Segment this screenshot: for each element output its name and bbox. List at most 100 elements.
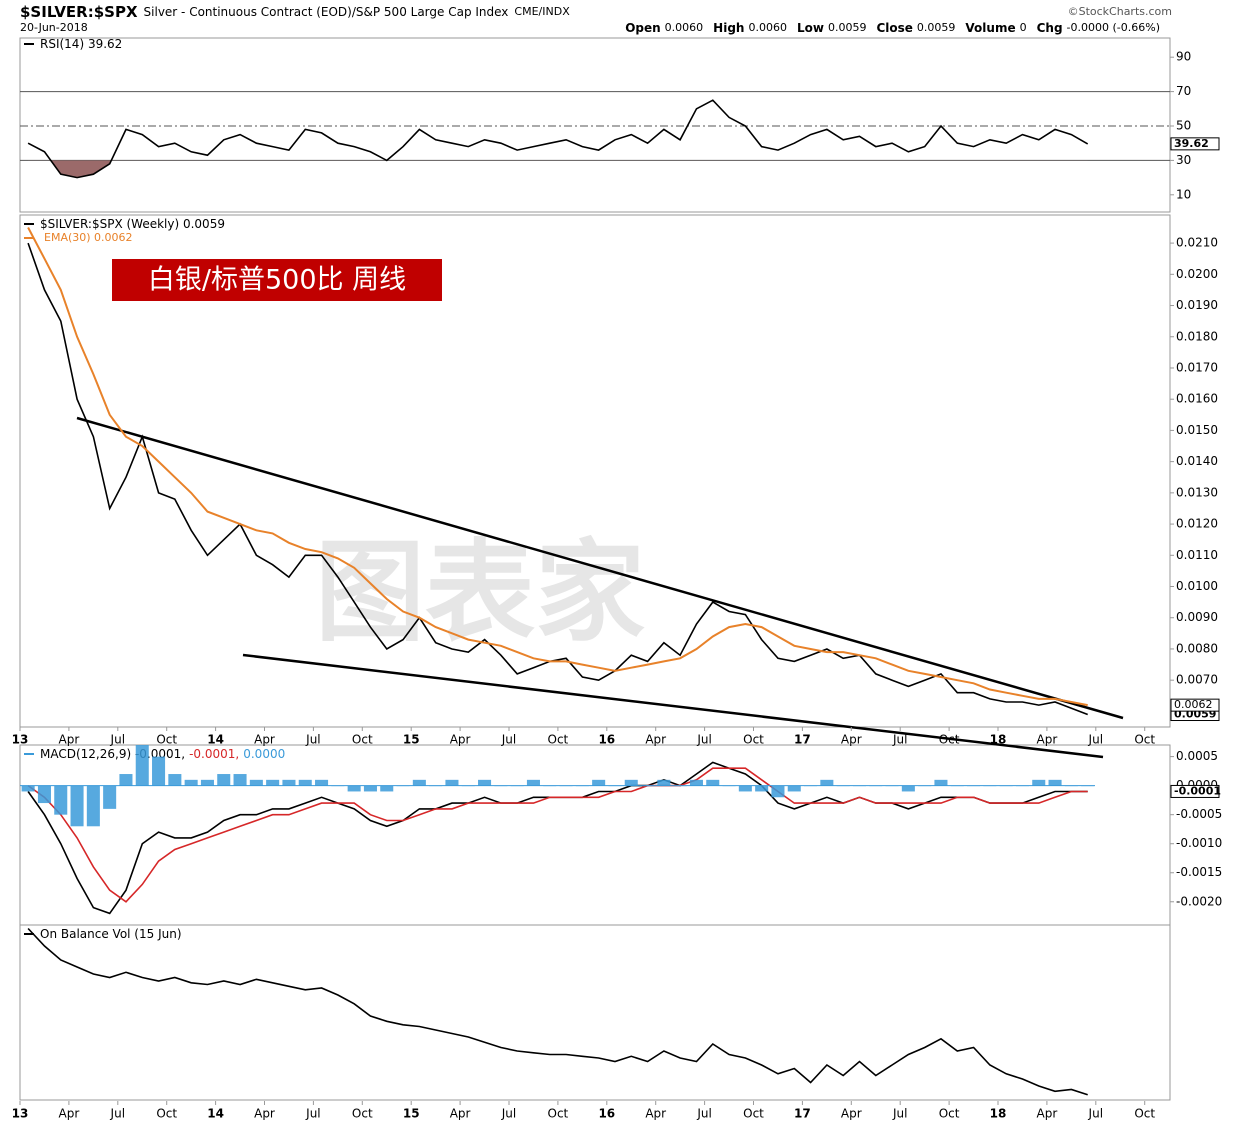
x-tick-label: Apr [59, 733, 80, 747]
quote-label: Open [625, 21, 660, 35]
x-tick-label: 14 [207, 1107, 224, 1121]
series-line [27, 227, 1088, 707]
y-tick-label: 10 [1176, 187, 1191, 201]
y-tick-label: -0.0020 [1176, 894, 1222, 908]
histogram-bar [103, 785, 117, 809]
x-tick-label: Oct [939, 733, 960, 747]
x-tick-label: Oct [548, 1107, 569, 1121]
y-tick-label: 0.0120 [1176, 517, 1218, 531]
x-tick-label: Apr [841, 1107, 862, 1121]
legend: MACD(12,26,9) -0.0001, -0.0001, 0.0000 [40, 747, 285, 761]
x-tick-label: Apr [841, 733, 862, 747]
histogram-bar [412, 779, 426, 786]
legend: $SILVER:$SPX (Weekly) 0.0059 EMA(30) 0.00… [40, 217, 225, 245]
date: 20-Jun-2018 [20, 21, 88, 34]
y-tick-label: 0.0080 [1176, 641, 1218, 655]
price-frame [19, 214, 1171, 728]
histogram-bar [168, 774, 182, 786]
histogram-bar [70, 785, 84, 827]
histogram-bar [706, 779, 720, 786]
value-tag-box [1170, 698, 1220, 712]
x-tick-label: Jul [1088, 733, 1103, 747]
trend-line-lower [242, 653, 1104, 759]
quote-label: Close [876, 21, 912, 35]
histogram-bar [624, 779, 638, 786]
quote-label: Low [797, 21, 824, 35]
histogram-bar [119, 774, 133, 786]
x-tick-label: Jul [696, 733, 711, 747]
x-tick-label: Jul [892, 733, 907, 747]
histogram-bar [152, 756, 166, 786]
x-tick-label: Oct [1134, 1107, 1155, 1121]
series-line [27, 99, 1089, 179]
title: $SILVER:$SPX Silver - Continuous Contract… [20, 3, 570, 21]
x-tick-label: Jul [305, 1107, 320, 1121]
histogram-bar [934, 779, 948, 786]
y-tick-label: 0.0110 [1176, 548, 1218, 562]
value-tag: 0.0062 [1174, 698, 1213, 711]
histogram-bar [738, 785, 752, 792]
y-tick-label: 70 [1176, 84, 1191, 98]
frames [19, 37, 1171, 1101]
x-tick-label: Jul [305, 733, 320, 747]
y-tick-label: 0.0005 [1176, 749, 1218, 763]
histogram-bar [787, 785, 801, 792]
legend-entry: $SILVER:$SPX (Weekly) 0.0059 [40, 217, 225, 231]
legend: On Balance Vol (15 Jun) [40, 927, 182, 941]
value-tag: 39.62 [1174, 137, 1209, 150]
y-tick-label: -0.0015 [1176, 865, 1222, 879]
legend-entry: On Balance Vol (15 Jun) [40, 927, 182, 941]
legend-entry: MACD(12,26,9) -0.0001, [40, 747, 185, 761]
y-tick-label: 0.0070 [1176, 673, 1218, 687]
quote-value: 0.0059 [917, 21, 956, 34]
legend: RSI(14) 39.62 [40, 37, 122, 51]
x-tick-label: 17 [794, 1107, 811, 1121]
histogram-bar [820, 779, 834, 786]
x-tick-label: 17 [794, 733, 811, 747]
x-tick-label: Oct [939, 1107, 960, 1121]
x-tick-label: 13 [12, 1107, 29, 1121]
histogram-bar [592, 779, 606, 786]
y-tick-label: 0.0190 [1176, 298, 1218, 312]
x-tick-label: Jul [696, 1107, 711, 1121]
histogram-bar [689, 779, 703, 786]
series-line [27, 242, 1088, 716]
quote-label: High [713, 21, 744, 35]
x-tick-label: Apr [254, 733, 275, 747]
banner-box [112, 259, 442, 301]
rsi-frame [19, 37, 1171, 213]
quote-value: -0.0000 (-0.66%) [1067, 21, 1160, 34]
x-tick-label: 15 [403, 1107, 420, 1121]
histogram-bar [526, 779, 540, 786]
x-tick-label: Jul [110, 733, 125, 747]
histogram-bar [347, 785, 361, 792]
x-tick-label: Oct [548, 733, 569, 747]
x-tick-label: Apr [450, 1107, 471, 1121]
value-tag-box [1170, 137, 1220, 151]
banner: 白银/标普500比 周线 [148, 265, 406, 296]
x-tick-label: Oct [156, 1107, 177, 1121]
histogram-bar [184, 779, 198, 786]
histogram-bar [266, 779, 280, 786]
trend-line-upper [76, 416, 1124, 720]
copyright: ©StockCharts.com [1068, 5, 1172, 18]
quote: Open 0.0060 High 0.0060 Low 0.0059 Close 0.0059… [625, 21, 1160, 35]
x-tick-label: Oct [156, 733, 177, 747]
y-tick-label: 50 [1176, 119, 1191, 133]
histogram-bar [901, 785, 915, 792]
x-tick-label: Apr [645, 1107, 666, 1121]
histogram-bar [37, 785, 51, 804]
x-tick-label: Jul [501, 733, 516, 747]
exchange: CME/INDX [514, 5, 570, 18]
obv-frame [19, 924, 1171, 1101]
histogram-bar [315, 779, 329, 786]
histogram-bar [755, 785, 769, 792]
x-tick-label: Oct [743, 733, 764, 747]
x-tick-label: Apr [450, 733, 471, 747]
histogram-bar [86, 785, 100, 827]
histogram-bar [298, 779, 312, 786]
histogram-bar [445, 779, 459, 786]
histogram-bar [363, 785, 377, 792]
x-tick-label: Oct [352, 733, 373, 747]
x-tick-label: Jul [892, 1107, 907, 1121]
